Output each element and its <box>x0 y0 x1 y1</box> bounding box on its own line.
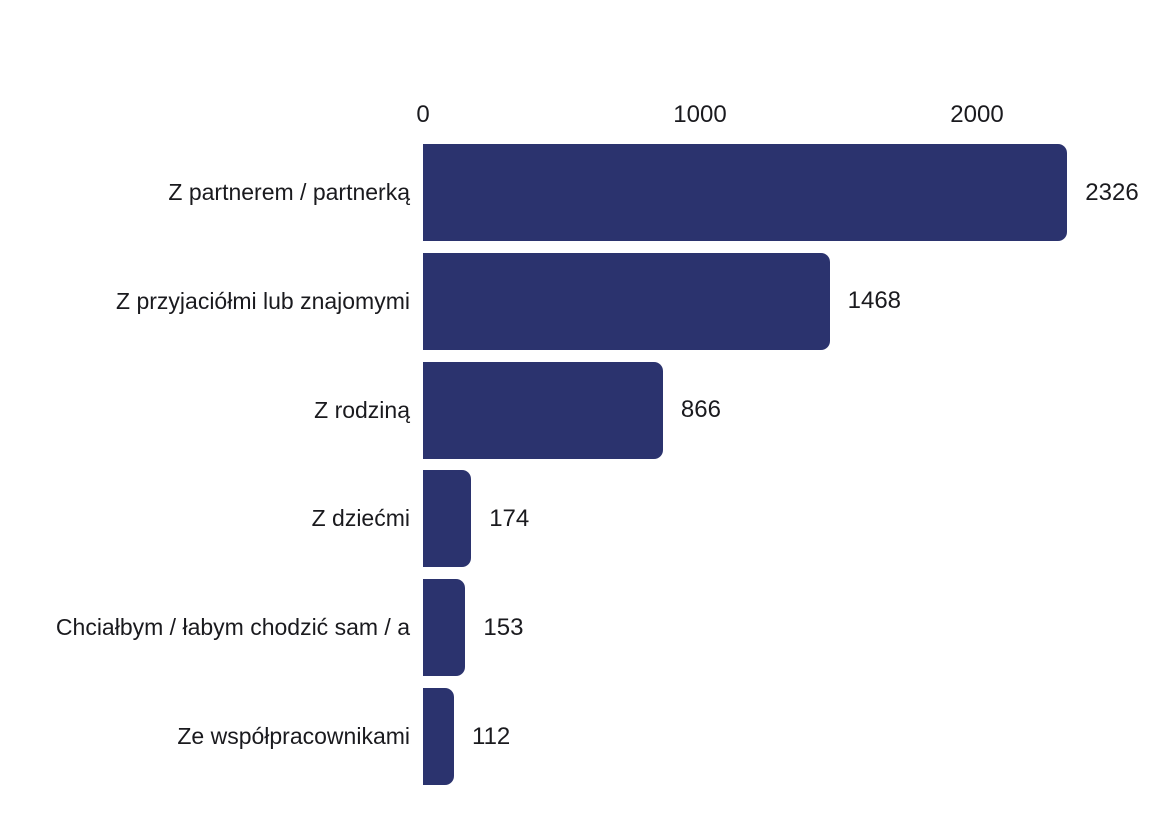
bar <box>423 688 455 785</box>
value-label: 153 <box>483 613 524 641</box>
value-label: 174 <box>489 504 530 532</box>
value-label: 1468 <box>847 287 902 315</box>
bar <box>423 579 466 677</box>
bar <box>423 361 663 459</box>
x-axis-tick-label: 0 <box>416 101 430 128</box>
bar <box>423 470 472 568</box>
value-label: 2326 <box>1085 178 1139 206</box>
value-label: 112 <box>472 722 511 750</box>
category-label: Z dziećmi <box>311 505 410 532</box>
value-label: 866 <box>680 396 721 424</box>
bar <box>423 144 1068 241</box>
bar <box>423 252 830 350</box>
category-label: Z przyjaciółmi lub znajomymi <box>116 287 410 314</box>
x-axis-tick-label: 2000 <box>950 101 1004 128</box>
category-label: Chciałbym / łabym chodzić sam / a <box>55 614 410 641</box>
category-label: Z rodziną <box>314 396 410 423</box>
category-label: Ze współpracownikami <box>177 723 410 749</box>
x-axis-tick-label: 1000 <box>673 101 727 128</box>
category-label: Z partnerem / partnerką <box>168 179 410 205</box>
